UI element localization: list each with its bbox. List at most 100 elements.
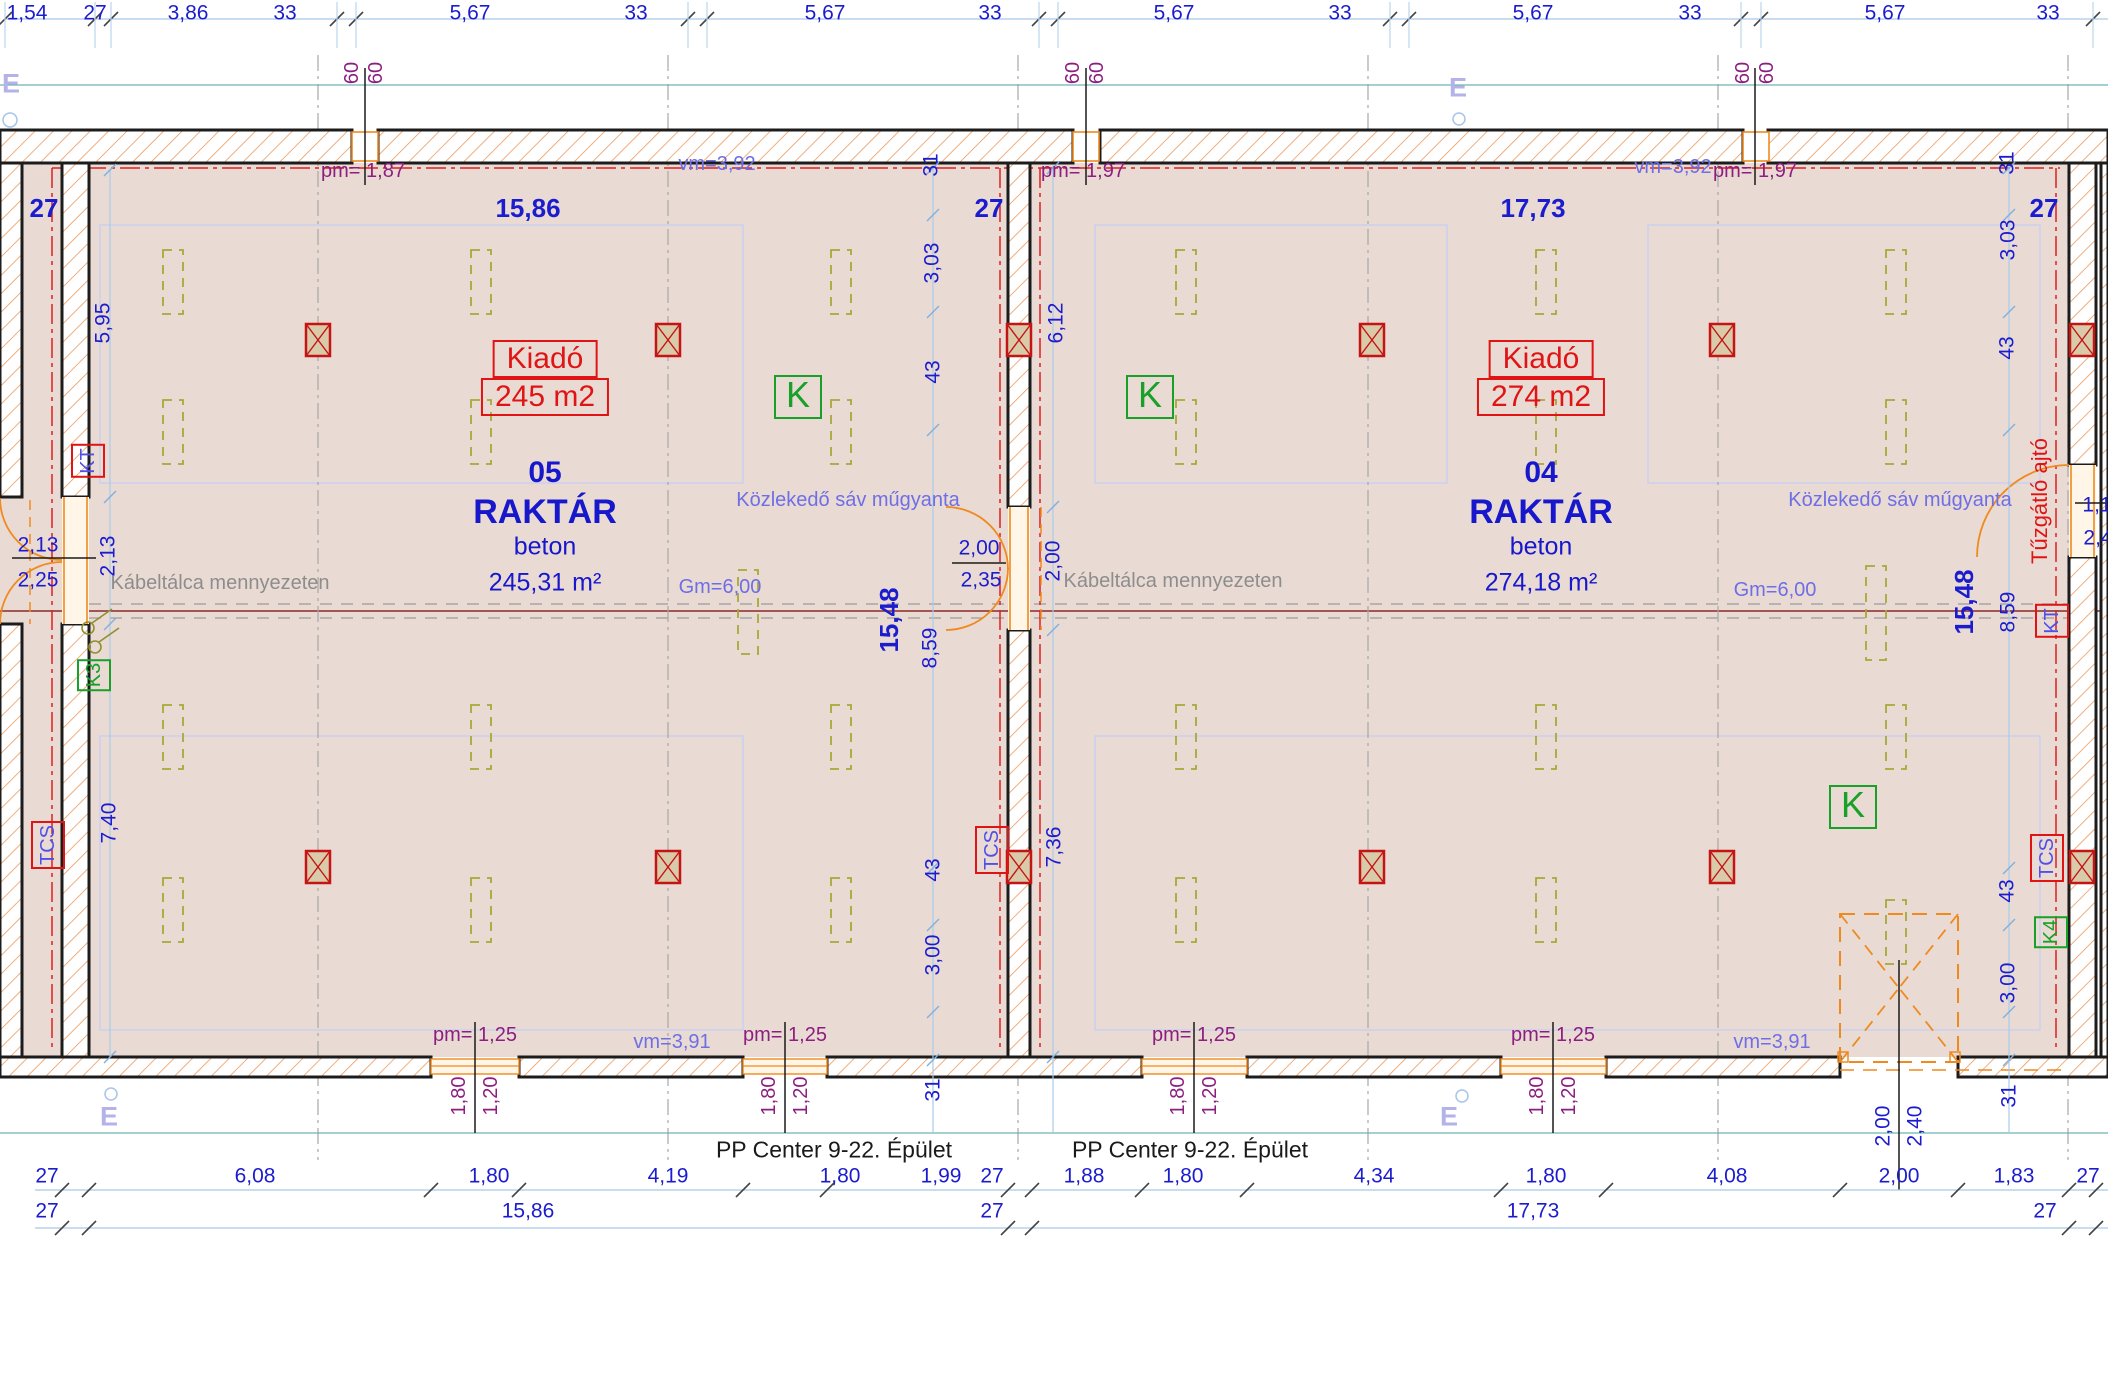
skylight-symbol [1175, 249, 1197, 315]
skylight-symbol [470, 399, 492, 465]
door-swing [1976, 464, 2070, 558]
dim-tick [2061, 1220, 2077, 1236]
dim-tick [2002, 1005, 2016, 1019]
column-symbol [2069, 323, 2095, 357]
hose-symbol [88, 640, 102, 654]
door-opening [62, 497, 89, 624]
column-symbol [305, 323, 331, 357]
axis-circle [1452, 112, 1466, 126]
dim-tick [926, 208, 940, 222]
gate-symbol [1839, 987, 1900, 1063]
lease-outline [1094, 224, 1448, 484]
wall [1956, 1055, 2108, 1079]
dim-tick [926, 161, 940, 175]
column-symbol [1359, 850, 1385, 884]
wall [376, 128, 1075, 165]
dim-tick [511, 1182, 527, 1198]
skylight-symbol [162, 399, 184, 465]
dim-tick [103, 490, 117, 504]
dim-tick [2002, 208, 2016, 222]
dim-tick [1046, 623, 1060, 637]
door-opening [1008, 507, 1030, 630]
dim-tick [1832, 1182, 1848, 1198]
wall [2099, 161, 2108, 1059]
axis-circle [2, 112, 18, 128]
dim-tick [1950, 1182, 1966, 1198]
wall [1766, 128, 2108, 165]
lease-outline [1647, 224, 2041, 484]
wall [825, 1055, 1144, 1079]
gate-symbol [1949, 1051, 1961, 1063]
column-symbol [655, 323, 681, 357]
lease-outline [1094, 735, 2041, 1031]
wall [60, 161, 91, 499]
dim-tick [1046, 161, 1060, 175]
floor-area [0, 163, 2069, 1057]
skylight-symbol [470, 249, 492, 315]
column-symbol [2069, 850, 2095, 884]
dim-tick [2002, 423, 2016, 437]
hose-symbol [91, 608, 113, 624]
hose-symbol [98, 627, 120, 643]
hose-symbol [81, 621, 95, 635]
dim-tick [1024, 1220, 1040, 1236]
wall [517, 1055, 745, 1079]
wall [1604, 1055, 1842, 1079]
column-symbol [1006, 323, 1032, 357]
lease-outline [99, 224, 744, 484]
skylight-symbol [830, 704, 852, 770]
wall [2067, 161, 2098, 467]
gate-symbol [1839, 913, 1900, 989]
dim-tick [1046, 1050, 1060, 1064]
skylight-symbol [162, 704, 184, 770]
column-symbol [1359, 323, 1385, 357]
dim-tick [54, 1182, 70, 1198]
gate-symbol [1898, 987, 1959, 1063]
dim-tick [2002, 305, 2016, 319]
skylight-symbol [162, 877, 184, 943]
wall [60, 622, 91, 1059]
window-frame [1742, 131, 1770, 162]
dim-tick [423, 1182, 439, 1198]
dim-tick [926, 423, 940, 437]
wall [2067, 555, 2098, 1059]
skylight-symbol [162, 249, 184, 315]
column-symbol [1709, 323, 1735, 357]
door-swing [945, 567, 1009, 631]
lease-outline [99, 735, 744, 1031]
dim-tick [1239, 1182, 1255, 1198]
dim-tick [1024, 1182, 1040, 1198]
axis-circle [1455, 1089, 1469, 1103]
dim-tick [103, 617, 117, 631]
dim-tick [926, 1053, 940, 1067]
dim-tick [1000, 1182, 1016, 1198]
dim-tick [2002, 861, 2016, 875]
door-opening [2069, 465, 2096, 557]
gate-symbol [1898, 913, 1959, 989]
dim-tick [1134, 1182, 1150, 1198]
skylight-symbol [470, 704, 492, 770]
skylight-symbol [1175, 704, 1197, 770]
dim-tick [54, 1220, 70, 1236]
dim-tick [2088, 1182, 2104, 1198]
dim-tick [2088, 1220, 2104, 1236]
dim-tick [2002, 161, 2016, 175]
dim-tick [819, 1182, 835, 1198]
dim-tick [1493, 1182, 1509, 1198]
gate-symbol [1837, 1051, 1849, 1063]
door-swing [0, 561, 63, 625]
wall [0, 1055, 433, 1079]
skylight-symbol [470, 877, 492, 943]
dim-tick [81, 1182, 97, 1198]
skylight-symbol [1885, 899, 1907, 965]
dim-tick [103, 1050, 117, 1064]
dim-tick [926, 305, 940, 319]
dim-tick [2061, 1182, 2077, 1198]
skylight-symbol [1175, 877, 1197, 943]
wall [0, 161, 24, 499]
dim-tick [1046, 500, 1060, 514]
skylight-symbol [830, 399, 852, 465]
column-symbol [655, 850, 681, 884]
